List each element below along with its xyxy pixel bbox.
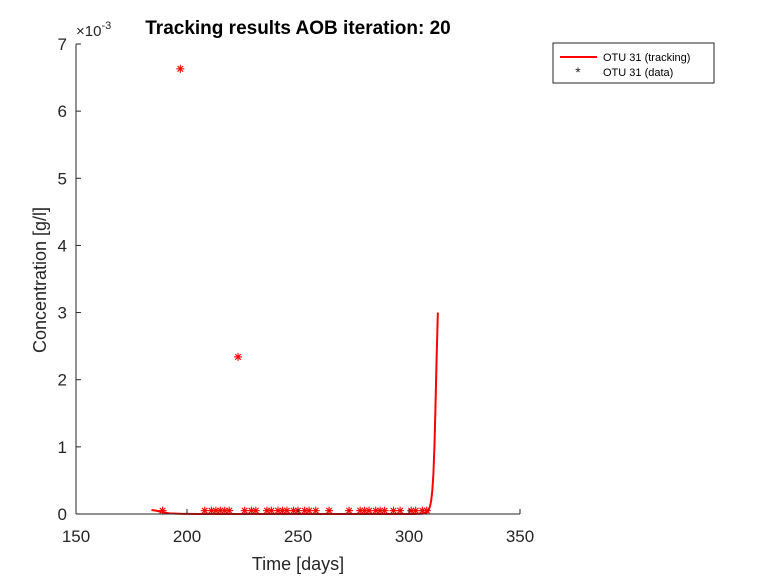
x-tick-label: 150 xyxy=(62,527,90,546)
data-point-marker xyxy=(325,506,334,515)
y-tick-label: 0 xyxy=(58,505,67,524)
x-ticks: 150 200 250 300 350 xyxy=(62,509,534,546)
y-tick-label: 5 xyxy=(58,169,67,188)
legend-entry-tracking: OTU 31 (tracking) xyxy=(603,52,690,64)
y-tick-label: 6 xyxy=(58,102,67,121)
x-axis-label: Time [days] xyxy=(252,554,344,574)
tracking-series-line xyxy=(151,312,439,515)
axes: 150 200 250 300 350 0 1 2 3 4 5 6 7 xyxy=(58,35,535,546)
legend-box xyxy=(552,42,715,84)
y-axis-label: Concentration [g/l] xyxy=(30,207,50,353)
x-tick-label: 300 xyxy=(395,527,423,546)
legend-marker-swatch: * xyxy=(575,64,581,80)
y-tick-label: 3 xyxy=(58,304,67,323)
data-point-marker xyxy=(176,64,185,73)
x-tick-label: 250 xyxy=(284,527,312,546)
x-tick-label: 350 xyxy=(506,527,534,546)
data-point-marker xyxy=(389,506,398,515)
y-ticks: 0 1 2 3 4 5 6 7 xyxy=(58,35,81,524)
data-point-marker xyxy=(234,352,243,361)
data-point-marker xyxy=(422,506,431,515)
y-exponent-label: ×10-3 xyxy=(76,20,111,40)
y-tick-label: 2 xyxy=(58,371,67,390)
y-tick-label: 1 xyxy=(58,438,67,457)
legend-entry-data: OTU 31 (data) xyxy=(603,67,673,79)
data-point-marker xyxy=(240,506,249,515)
data-point-marker xyxy=(345,506,354,515)
x-tick-label: 200 xyxy=(173,527,201,546)
y-tick-label: 4 xyxy=(58,236,67,255)
legend: OTU 31 (tracking) * OTU 31 (data) xyxy=(552,42,715,84)
plot-marks xyxy=(151,64,439,515)
data-point-marker xyxy=(380,506,389,515)
y-tick-label: 7 xyxy=(58,35,67,54)
data-point-marker xyxy=(251,506,260,515)
data-point-marker xyxy=(396,506,405,515)
chart-title: Tracking results AOB iteration: 20 xyxy=(145,18,451,39)
data-point-marker xyxy=(311,506,320,515)
data-point-marker xyxy=(158,506,167,515)
data-point-marker xyxy=(225,506,234,515)
